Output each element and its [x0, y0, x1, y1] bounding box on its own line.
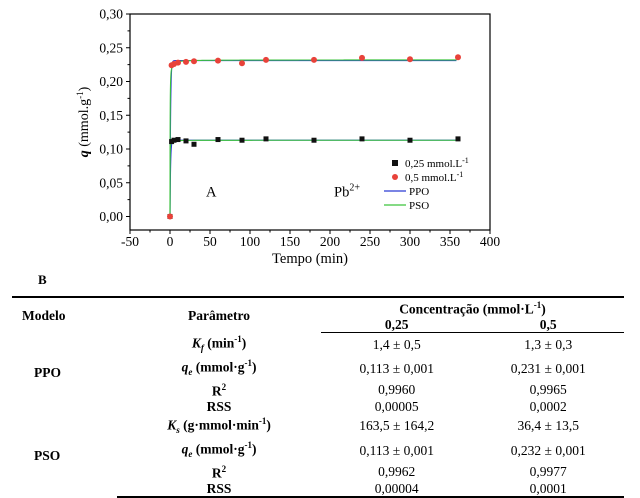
legend-swatch-circle	[392, 174, 398, 180]
parameter-name: RSS	[206, 398, 232, 414]
parameter-value: 0,231 ± 0,001	[510, 360, 586, 376]
data-point-circle	[359, 54, 365, 61]
x-tick-label: 400	[480, 234, 501, 249]
kinetic-parameters-table: Modelo Parâmetro Concentração (mmol·L-1)…	[12, 296, 624, 498]
y-tick-label: 0,15	[99, 108, 123, 123]
data-point-square	[171, 137, 177, 143]
data-point-circle	[191, 58, 197, 65]
parameter-name: qe (mmol·g-1)	[181, 440, 257, 460]
data-point-square	[215, 137, 221, 143]
parameter-value: 163,5 ± 164,2	[359, 418, 435, 434]
table-row: qe (mmol·g-1) 0,113 ± 0,001 0,232 ± 0,001	[12, 438, 624, 462]
legend-swatch-square	[392, 160, 398, 166]
kinetics-chart: -50 0 50 100 150 200 250 300 350 400 0,00 0,05 0,10 0…	[75, 7, 501, 268]
data-point-circle	[183, 58, 189, 65]
y-tick-label: 0,10	[99, 142, 123, 157]
data-point-square	[183, 138, 189, 144]
panel-a-label: A	[206, 184, 217, 200]
x-tick-label: -50	[121, 234, 139, 249]
data-point-circle	[167, 213, 173, 220]
x-tick-label: 350	[440, 234, 461, 249]
ion-label: Pb2+	[334, 182, 360, 200]
data-point-square	[239, 137, 245, 143]
data-point-circle	[455, 54, 461, 61]
data-point-square	[175, 137, 181, 143]
parameter-value: 36,4 ± 13,5	[517, 418, 579, 434]
header-conc-2: 0,5	[472, 316, 624, 333]
x-tick-label: 200	[320, 234, 341, 249]
table-row: qe (mmol·g-1) 0,113 ± 0,001 0,231 ± 0,001	[12, 356, 624, 380]
data-point-circle	[175, 59, 181, 66]
data-point-square	[407, 137, 413, 143]
parameter-name: Ks (g·mmol·min-1)	[167, 415, 271, 436]
data-point-circle	[215, 57, 221, 64]
parameter-value: 0,00005	[374, 398, 419, 414]
legend-label: PPO	[409, 186, 429, 198]
y-tick-label: 0,00	[99, 209, 123, 224]
data-point-circle	[311, 56, 317, 63]
parameter-value: 0,9962	[378, 464, 416, 479]
parameter-value: 1,4 ± 0,5	[372, 336, 421, 352]
header-parameter: Parâmetro	[117, 296, 321, 332]
x-tick-label: 50	[203, 234, 217, 249]
legend-label: 0,5 mmol.L-1	[405, 170, 463, 184]
model-name: PSO	[34, 447, 61, 463]
table-row: PSO Ks (g·mmol·min-1) 163,5 ± 164,2 36,4 ± …	[12, 414, 624, 463]
plot-frame	[129, 13, 491, 231]
y-tick-label: 0,20	[99, 74, 123, 89]
x-axis-label: Tempo (min)	[272, 251, 348, 267]
parameter-name: Kf (min-1)	[191, 334, 247, 354]
data-point-square	[191, 141, 197, 147]
parameter-value: 0,232 ± 0,001	[510, 442, 586, 458]
header-model: Modelo	[12, 296, 118, 332]
header-conc-1: 0,25	[321, 316, 473, 333]
data-point-circle	[239, 60, 245, 67]
x-tick-label: 150	[280, 234, 301, 249]
parameter-name: qe (mmol·g-1)	[181, 358, 257, 378]
table-row: PPO Kf (min-1) 1,4 ± 0,5 1,3 ± 0,3	[12, 332, 624, 380]
parameter-value: 0,113 ± 0,001	[359, 442, 434, 458]
y-tick-label: 0,25	[99, 40, 123, 55]
y-axis-label: q (mmol.g-1)	[75, 86, 92, 157]
table-row: R2 0,9960 0,9965	[12, 380, 624, 399]
parameter-name: R2	[211, 464, 227, 481]
data-point-square	[311, 137, 317, 143]
data-point-square	[263, 136, 269, 142]
parameter-value: 1,3 ± 0,3	[524, 336, 573, 352]
data-point-square	[455, 136, 461, 142]
x-tick-label: 250	[360, 234, 381, 249]
legend-label: 0,25 mmol.L-1	[405, 156, 469, 170]
data-point-square	[359, 136, 365, 142]
panel-b-label: B	[38, 272, 47, 287]
parameter-value: 0,113 ± 0,001	[359, 360, 434, 376]
parameter-value: 0,0001	[472, 480, 624, 498]
x-tick-label: 300	[400, 234, 421, 249]
x-tick-label: 0	[167, 234, 174, 249]
parameter-value: 0,0002	[529, 398, 567, 414]
parameter-name: R2	[211, 382, 227, 399]
parameter-value: 0,9960	[378, 382, 416, 398]
header-concentration: Concentração (mmol·L-1)	[321, 296, 624, 317]
data-point-circle	[263, 56, 269, 63]
y-tick-label: 0,30	[99, 7, 123, 22]
x-tick-label: 100	[240, 234, 261, 249]
table-row: R2 0,9962 0,9977	[12, 462, 624, 481]
legend-label: PSO	[409, 200, 429, 212]
parameter-value: 0,9977	[529, 464, 567, 479]
data-point-circle	[407, 56, 413, 63]
parameter-value: 0,00004	[321, 480, 473, 498]
table-row: RSS 0,00005 0,0002	[12, 399, 624, 414]
model-name: PPO	[34, 365, 61, 381]
parameter-value: 0,9965	[529, 382, 567, 398]
parameter-name: RSS	[117, 480, 321, 498]
y-tick-label: 0,05	[99, 175, 123, 190]
